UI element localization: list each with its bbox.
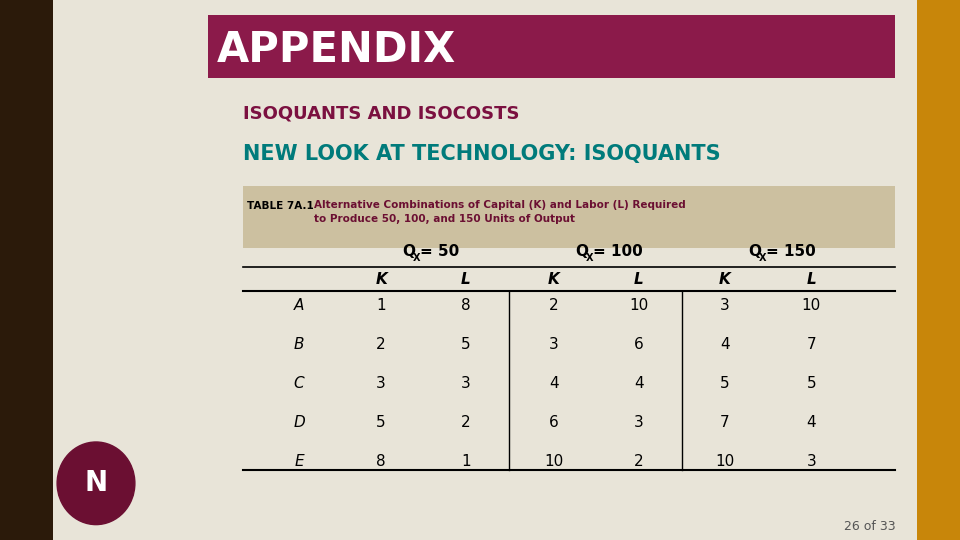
Text: 7: 7	[720, 415, 730, 430]
Text: 3: 3	[461, 376, 470, 391]
Text: 5: 5	[720, 376, 730, 391]
Text: = 150: = 150	[766, 244, 815, 259]
Text: A: A	[294, 298, 304, 313]
Text: 2: 2	[376, 337, 386, 352]
Text: TABLE 7A.1: TABLE 7A.1	[248, 201, 314, 211]
Text: Q: Q	[403, 244, 416, 259]
Text: 4: 4	[720, 337, 730, 352]
Text: 10: 10	[629, 298, 648, 313]
Text: 3: 3	[806, 454, 816, 469]
Circle shape	[58, 442, 134, 525]
Text: Q: Q	[749, 244, 761, 259]
Text: 3: 3	[634, 415, 643, 430]
Text: L: L	[461, 272, 470, 287]
Text: = 100: = 100	[593, 244, 642, 259]
Text: 4: 4	[549, 376, 559, 391]
Text: ISOQUANTS AND ISOCOSTS: ISOQUANTS AND ISOCOSTS	[243, 104, 519, 123]
Text: 8: 8	[376, 454, 386, 469]
FancyBboxPatch shape	[208, 15, 896, 78]
Text: X: X	[758, 253, 766, 263]
Text: D: D	[293, 415, 305, 430]
Text: Q: Q	[575, 244, 588, 259]
Text: X: X	[586, 253, 593, 263]
Text: 7: 7	[806, 337, 816, 352]
Text: NEW LOOK AT TECHNOLOGY: ISOQUANTS: NEW LOOK AT TECHNOLOGY: ISOQUANTS	[243, 144, 721, 164]
Text: 4: 4	[634, 376, 643, 391]
Text: 10: 10	[802, 298, 821, 313]
Text: 1: 1	[376, 298, 386, 313]
Text: 2: 2	[634, 454, 643, 469]
Text: L: L	[806, 272, 816, 287]
Text: APPENDIX: APPENDIX	[217, 29, 456, 71]
Text: K: K	[375, 272, 387, 287]
Text: E: E	[294, 454, 304, 469]
Text: K: K	[719, 272, 731, 287]
Text: 8: 8	[461, 298, 470, 313]
Text: 1: 1	[461, 454, 470, 469]
Text: 26 of 33: 26 of 33	[844, 520, 895, 533]
Text: K: K	[548, 272, 560, 287]
Text: X: X	[413, 253, 420, 263]
Text: B: B	[294, 337, 304, 352]
Text: 2: 2	[549, 298, 559, 313]
Text: 6: 6	[634, 337, 643, 352]
Text: 10: 10	[544, 454, 564, 469]
Text: 10: 10	[715, 454, 734, 469]
FancyBboxPatch shape	[243, 186, 895, 248]
Text: 3: 3	[720, 298, 730, 313]
Text: 3: 3	[549, 337, 559, 352]
Text: L: L	[634, 272, 643, 287]
Text: 3: 3	[376, 376, 386, 391]
Text: 5: 5	[461, 337, 470, 352]
Text: C: C	[294, 376, 304, 391]
Text: = 50: = 50	[420, 244, 459, 259]
Text: 5: 5	[806, 376, 816, 391]
Text: Alternative Combinations of Capital (K) and Labor (L) Required
to Produce 50, 10: Alternative Combinations of Capital (K) …	[314, 200, 685, 224]
Text: 4: 4	[806, 415, 816, 430]
Text: N: N	[84, 469, 108, 497]
Text: 5: 5	[376, 415, 386, 430]
Text: 6: 6	[549, 415, 559, 430]
Text: 2: 2	[461, 415, 470, 430]
